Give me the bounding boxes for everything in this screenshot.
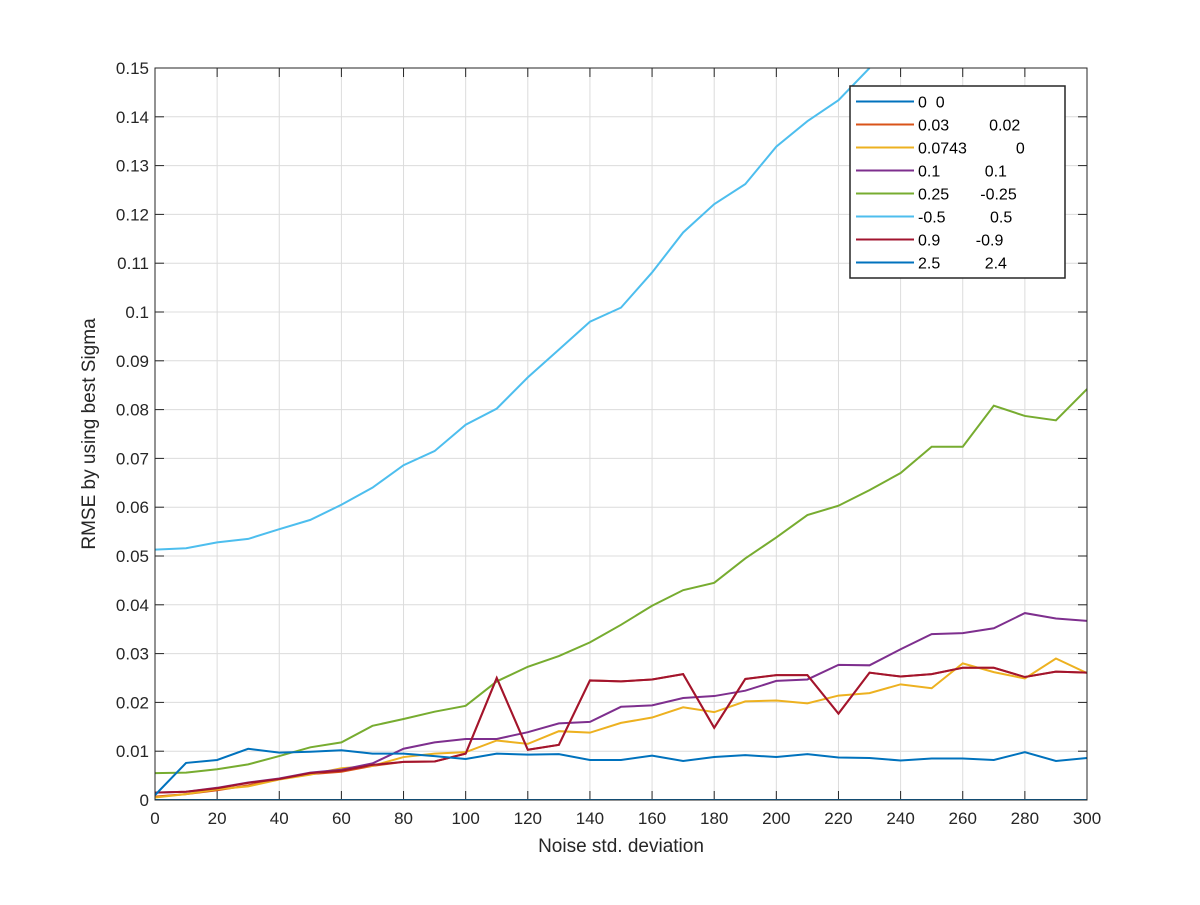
x-tick-label: 100 — [451, 809, 479, 828]
y-tick-label: 0.07 — [116, 449, 149, 468]
y-axis-label: RMSE by using best Sigma — [79, 318, 100, 550]
y-tick-label: 0.09 — [116, 352, 149, 371]
legend-label: 0.03 0.02 — [918, 118, 1020, 135]
x-tick-label: 180 — [700, 809, 728, 828]
series-line — [155, 388, 1087, 775]
x-tick-label: 220 — [824, 809, 852, 828]
x-tick-label: 140 — [576, 809, 604, 828]
x-tick-label: 160 — [638, 809, 666, 828]
x-tick-label: 300 — [1073, 809, 1101, 828]
y-tick-label: 0.06 — [116, 498, 149, 517]
series-line — [155, 68, 871, 551]
x-tick-label: 20 — [208, 809, 227, 828]
x-tick-label: 200 — [762, 809, 790, 828]
y-tick-label: 0.01 — [116, 742, 149, 761]
x-tick-label: 40 — [270, 809, 289, 828]
legend-box — [849, 85, 1066, 279]
y-tick-label: 0.1 — [125, 303, 149, 322]
legend-label: 0.1 0.1 — [918, 164, 1007, 181]
y-tick-label: 0.14 — [116, 108, 149, 127]
x-tick-label: 280 — [1011, 809, 1039, 828]
legend-label: 2.5 2.4 — [918, 256, 1007, 273]
y-tick-label: 0.15 — [116, 59, 149, 78]
series-line — [155, 666, 1087, 794]
series-line — [155, 747, 1087, 796]
series-group — [155, 68, 1087, 800]
x-tick-label: 240 — [886, 809, 914, 828]
x-axis-label: Noise std. deviation — [538, 836, 704, 857]
legend-label: -0.5 0.5 — [918, 210, 1012, 227]
x-tick-label: 120 — [514, 809, 542, 828]
x-tick-label: 80 — [394, 809, 413, 828]
legend-label: 0.9 -0.9 — [918, 233, 1003, 250]
y-tick-label: 0.13 — [116, 157, 149, 176]
y-tick-label: 0.12 — [116, 205, 149, 224]
y-tick-label: 0.05 — [116, 547, 149, 566]
y-tick-label: 0 — [140, 791, 149, 810]
x-tick-label: 260 — [949, 809, 977, 828]
legend-label: 0 0 — [918, 95, 945, 112]
series-line — [155, 657, 1087, 799]
y-tick-label: 0.08 — [116, 401, 149, 420]
legend-label: 0.25 -0.25 — [918, 187, 1017, 204]
x-tick-label: 60 — [332, 809, 351, 828]
x-tick-label: 0 — [150, 809, 159, 828]
y-tick-label: 0.02 — [116, 693, 149, 712]
y-tick-label: 0.03 — [116, 645, 149, 664]
legend-label: 0.0743 0 — [918, 141, 1025, 158]
y-tick-label: 0.04 — [116, 596, 149, 615]
axes-box — [154, 67, 1088, 801]
y-tick-label: 0.11 — [117, 254, 149, 273]
